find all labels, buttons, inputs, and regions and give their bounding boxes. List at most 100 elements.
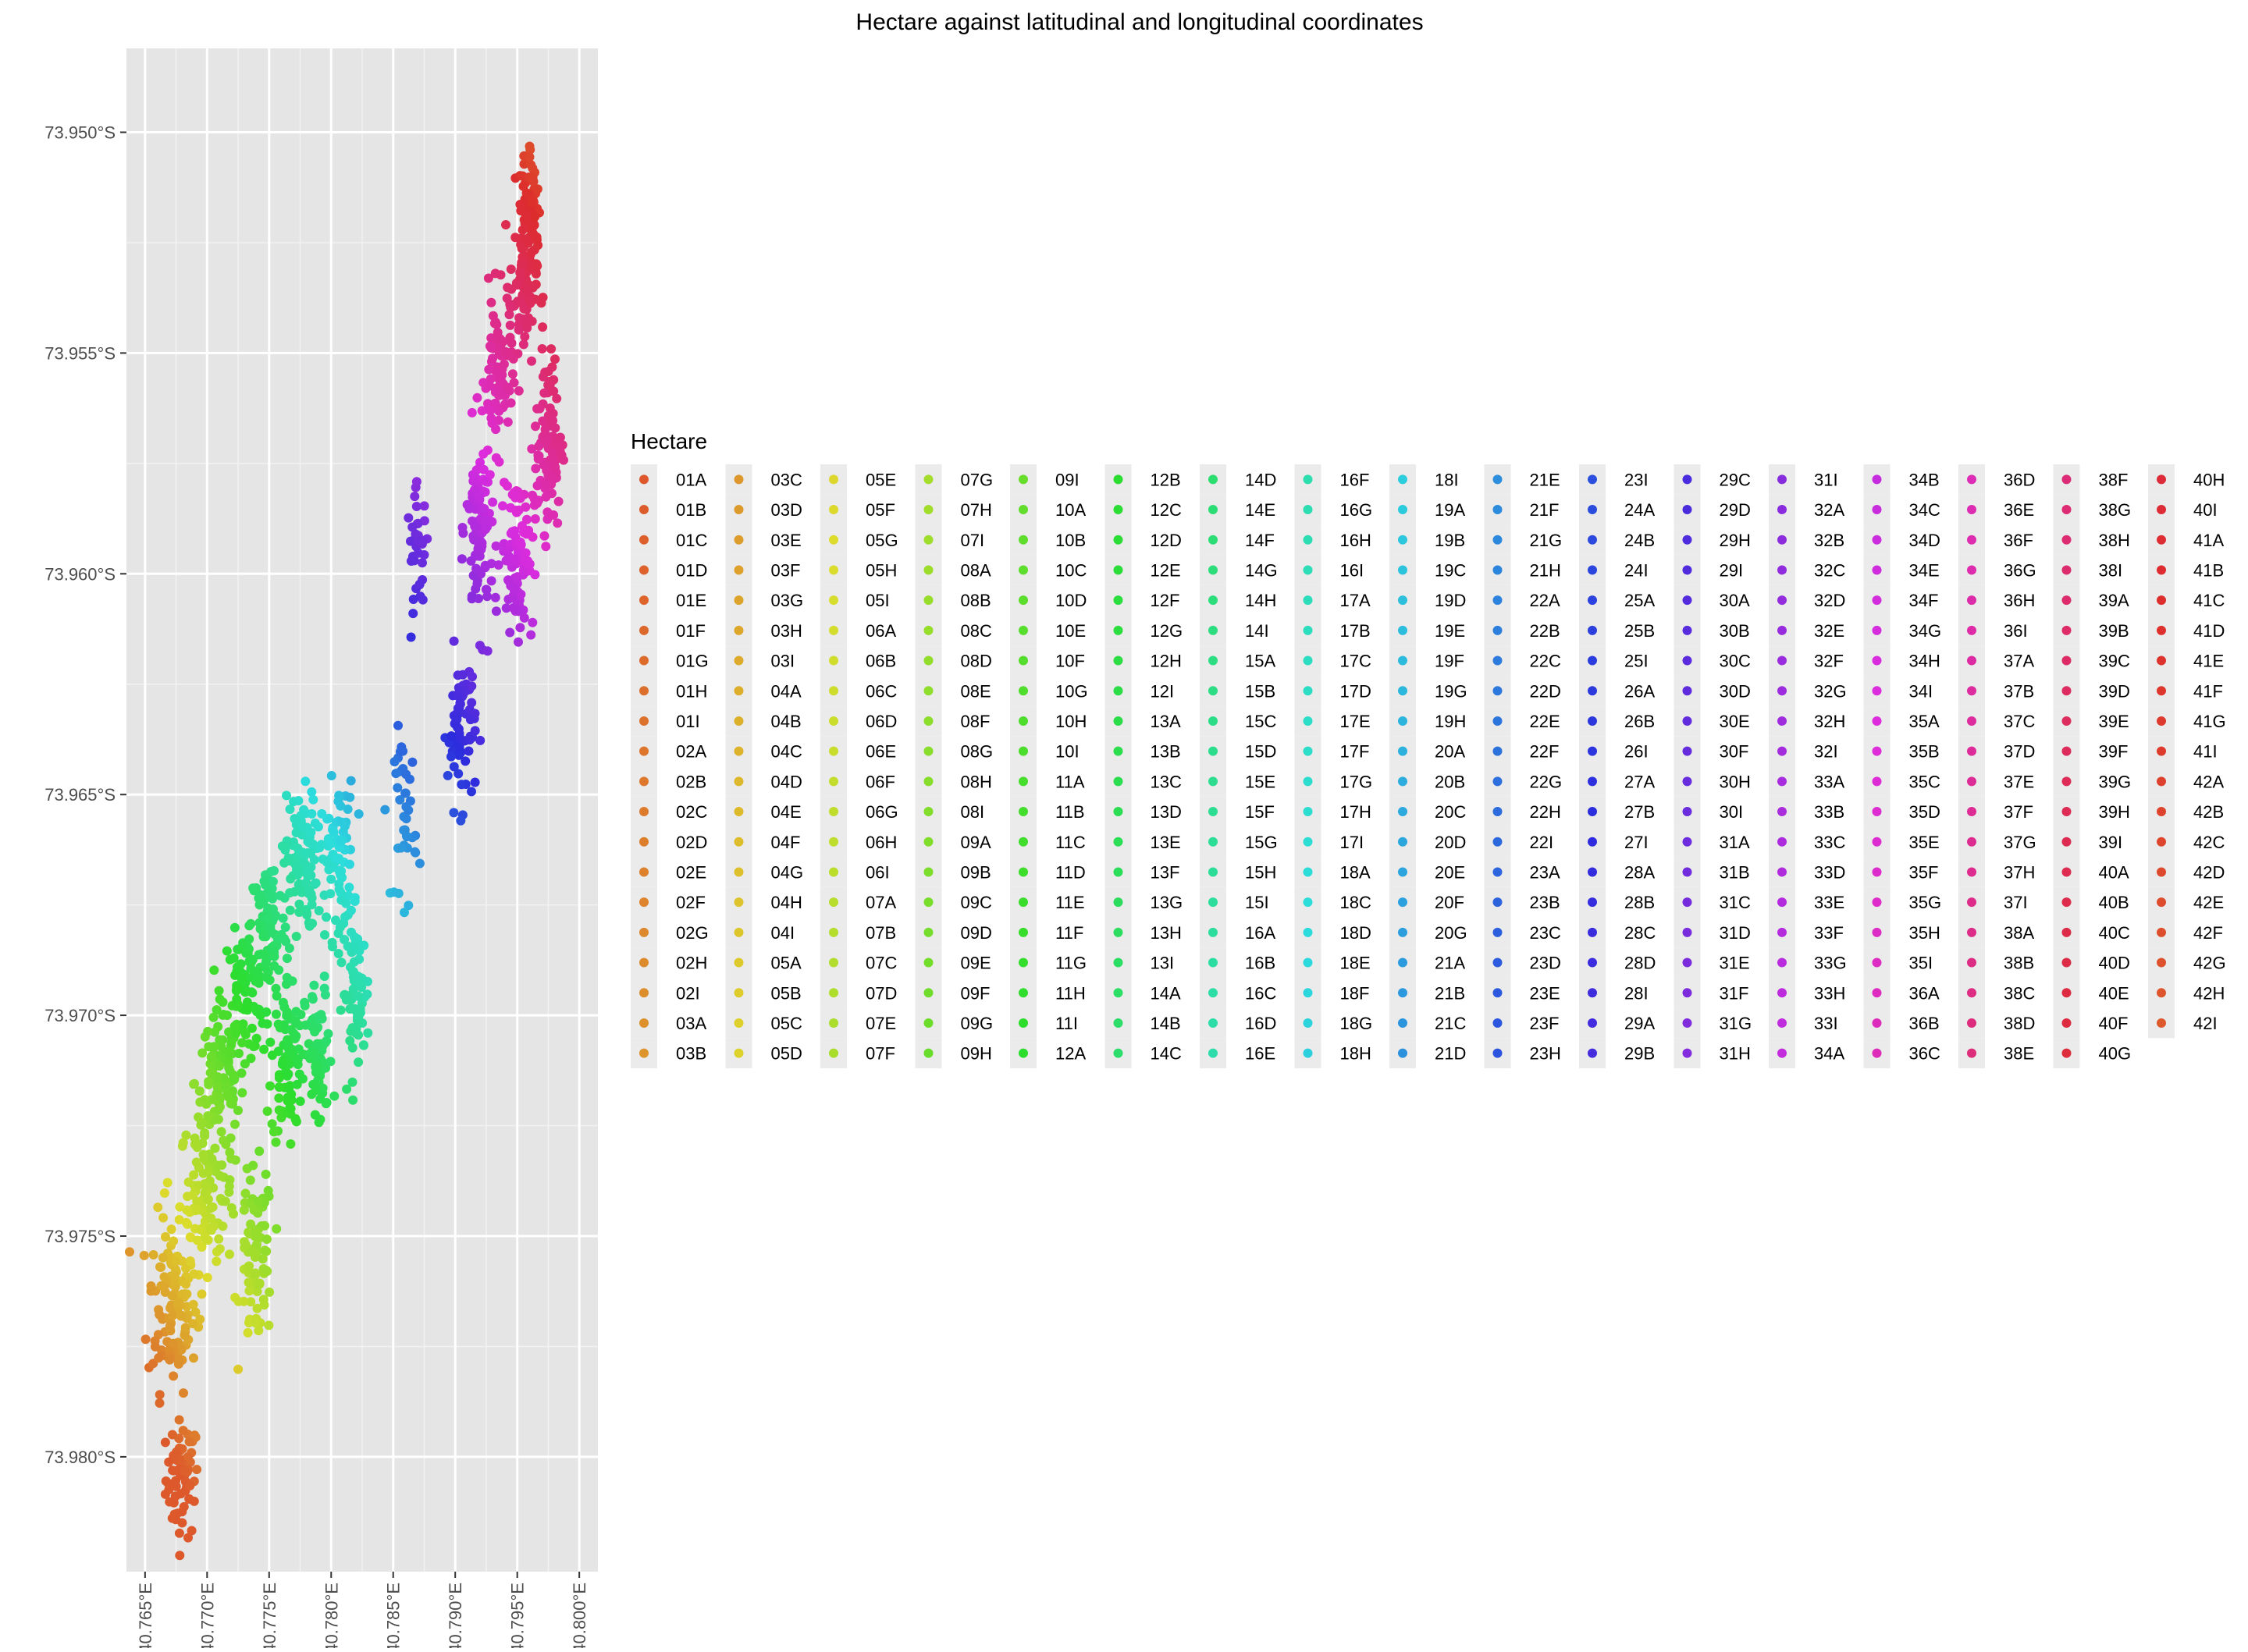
legend-label: 23H: [1530, 1044, 1561, 1064]
legend-swatch: [923, 776, 934, 787]
legend-swatch: [1682, 867, 1692, 877]
legend-swatch: [2157, 505, 2166, 515]
scatter-point: [215, 994, 225, 1004]
scatter-point: [419, 516, 429, 526]
legend-swatch: [639, 505, 649, 515]
legend-swatch: [1682, 565, 1692, 575]
legend-swatch: [639, 837, 649, 847]
legend-swatch: [2061, 927, 2072, 937]
scatter-point: [538, 416, 548, 426]
legend-label: 10G: [1055, 681, 1088, 701]
scatter-point: [496, 373, 506, 383]
x-tick-label: 40.765°E: [136, 1583, 155, 1648]
scatter-point: [457, 523, 468, 532]
scatter-point: [274, 1093, 284, 1103]
legend-label: 40G: [2099, 1044, 2132, 1064]
scatter-point: [195, 1314, 205, 1324]
scatter-point: [358, 1040, 368, 1050]
legend-label: 03E: [771, 531, 802, 550]
scatter-point: [486, 406, 496, 416]
legend-label: 05H: [866, 560, 897, 580]
scatter-point: [277, 1058, 287, 1068]
legend-swatch: [1113, 505, 1123, 515]
legend-swatch: [1208, 837, 1218, 847]
legend-label: 15I: [1245, 893, 1269, 912]
scatter-point: [410, 847, 420, 857]
scatter-point: [268, 876, 278, 886]
legend-label: 10I: [1055, 742, 1080, 762]
scatter-point: [517, 298, 527, 308]
scatter-point: [224, 1027, 234, 1037]
legend-swatch: [829, 716, 838, 726]
scatter-point: [192, 1465, 202, 1475]
legend-label: 06A: [866, 621, 896, 641]
scatter-point: [545, 403, 555, 413]
scatter-point: [524, 560, 534, 570]
legend-swatch: [2157, 746, 2166, 756]
legend-label: 01E: [676, 591, 706, 610]
scatter-point: [181, 1279, 191, 1289]
legend-swatch: [1682, 595, 1692, 606]
scatter-point: [267, 1050, 277, 1060]
scatter-point: [302, 848, 312, 858]
scatter-point: [174, 1415, 184, 1425]
scatter-point: [230, 1021, 240, 1031]
scatter-point: [503, 417, 513, 427]
legend-label: 22C: [1530, 652, 1561, 671]
scatter-point: [337, 817, 347, 827]
scatter-point: [197, 1242, 207, 1252]
scatter-point: [239, 1205, 249, 1215]
scatter-point: [173, 1299, 183, 1309]
scatter-point: [313, 1052, 323, 1062]
scatter-point: [189, 1269, 199, 1279]
legend-swatch: [1588, 716, 1597, 726]
legend-swatch: [1398, 625, 1407, 635]
legend-label: 13I: [1151, 954, 1175, 973]
scatter-point: [169, 1371, 179, 1381]
scatter-point: [393, 888, 404, 898]
legend-label: 32F: [1814, 652, 1844, 671]
legend-swatch: [829, 837, 838, 847]
legend-label: 27A: [1624, 772, 1655, 791]
scatter-point: [260, 879, 270, 890]
legend-swatch: [1777, 897, 1787, 908]
scatter-point: [252, 1232, 262, 1242]
scatter-point: [532, 261, 542, 271]
legend-label: 08G: [961, 742, 994, 762]
legend-label: 05B: [771, 983, 802, 1003]
legend-swatch: [1303, 1018, 1313, 1028]
legend-swatch: [1398, 837, 1407, 847]
scatter-point: [449, 762, 459, 772]
legend-label: 42G: [2193, 954, 2226, 973]
scatter-point: [229, 922, 240, 933]
legend-swatch: [1967, 474, 1976, 485]
legend-swatch: [734, 807, 744, 817]
legend-label: 24B: [1624, 531, 1655, 550]
legend-label: 35A: [1909, 712, 1940, 731]
scatter-point: [500, 478, 509, 488]
legend-label: 32C: [1814, 560, 1845, 580]
legend-label: 17A: [1340, 591, 1371, 610]
scatter-point: [515, 623, 525, 633]
scatter-point: [292, 1079, 302, 1089]
legend-label: 39E: [2099, 712, 2129, 731]
scatter-point: [203, 1194, 213, 1204]
legend-swatch: [1113, 1018, 1123, 1028]
scatter-point: [345, 792, 355, 802]
scatter-point: [342, 1084, 352, 1094]
scatter-point: [404, 513, 414, 523]
legend-label: 37D: [2004, 742, 2035, 762]
scatter-point: [525, 152, 535, 162]
scatter-point: [205, 1068, 215, 1078]
legend-swatch: [2157, 535, 2166, 545]
legend-label: 19B: [1435, 531, 1465, 550]
legend-swatch: [1398, 927, 1407, 937]
legend-label: 41D: [2193, 621, 2225, 641]
legend-label: 05G: [866, 531, 898, 550]
legend-label: 15B: [1245, 681, 1275, 701]
scatter-point: [507, 338, 517, 348]
scatter-point: [527, 247, 537, 258]
legend-label: 34G: [1909, 621, 1942, 641]
legend-label: 10F: [1055, 652, 1085, 671]
scatter-point: [260, 1220, 270, 1231]
